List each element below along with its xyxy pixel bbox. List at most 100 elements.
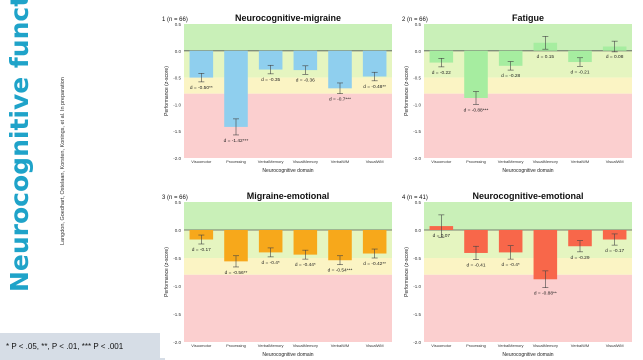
y-tick-label: -1.5	[173, 312, 181, 317]
bar-visualmemory	[533, 230, 558, 280]
data-label: d = -0.88***	[464, 107, 489, 113]
y-tick-label: 0.0	[415, 49, 422, 54]
bar-processing	[464, 230, 488, 253]
panel-label: 1 (n = 66)	[162, 17, 188, 23]
x-axis-label: Neurocognitive domain	[262, 168, 313, 174]
mild-zone	[424, 50, 632, 78]
x-tick-label: Processing	[226, 159, 246, 164]
y-tick-label: -1.5	[173, 129, 181, 134]
bar-verbalwm	[328, 230, 352, 261]
data-label: d = -0.44*	[295, 262, 316, 268]
normal-zone	[424, 24, 632, 51]
data-label: d = -0.41	[466, 263, 485, 269]
y-tick-label: -1.0	[173, 284, 181, 289]
x-axis-label: Neurocognitive domain	[262, 352, 313, 358]
chart-title: Neurocognitive-emotional	[472, 191, 583, 201]
x-tick-label: VerbalMemory	[498, 159, 524, 164]
y-tick-label: -0.5	[173, 76, 181, 81]
y-axis-label: Performance (z-score)	[164, 247, 170, 297]
bar-processing	[224, 230, 248, 262]
bar-verbalwm	[328, 50, 352, 89]
chart-svg: 0.5 0.0 -0.5 -1.0 -1.5 -2.0 Performance (z-sco…	[162, 191, 392, 358]
x-tick-label: VisualWM	[366, 343, 384, 348]
x-tick-label: VisualWM	[606, 343, 624, 348]
footnote-box: * P < .05, **, P < .01, *** P < .001	[0, 333, 165, 360]
chart-svg: 0.5 0.0 -0.5 -1.0 -1.5 -2.0 Performance (z-sco…	[402, 191, 632, 358]
x-tick-label: VerbalWM	[571, 343, 589, 348]
x-tick-label: VisualMemory	[533, 343, 558, 348]
bar-visualwm	[362, 50, 387, 77]
y-tick-label: -2.0	[413, 156, 421, 161]
bar-visualmemory	[293, 50, 318, 71]
data-label: d = -0.88**	[534, 291, 557, 297]
normal-zone	[184, 202, 392, 230]
x-tick-label: Visuomotor	[191, 159, 212, 164]
y-tick-label: -1.0	[413, 102, 421, 107]
bar-verbalmemory	[258, 50, 283, 70]
mild-zone	[184, 50, 392, 78]
chart-title: Neurocognitive-migraine	[235, 13, 341, 23]
data-label: d = 0.08	[606, 54, 624, 60]
x-tick-label: VisualWM	[366, 159, 384, 164]
chart-panel-neurocognitive-migraine: 0.5 0.0 -0.5 -1.0 -1.5 -2.0 Performance (z-sco…	[160, 12, 396, 174]
normal-zone	[424, 202, 632, 230]
panel-label: 2 (n = 66)	[402, 17, 428, 23]
y-tick-label: 0.5	[415, 22, 422, 27]
y-tick-label: -2.0	[413, 340, 421, 345]
chart-title: Fatigue	[512, 13, 544, 23]
y-tick-label: -0.5	[173, 256, 181, 261]
x-tick-label: VerbalMemory	[258, 159, 284, 164]
data-label: d = -0.7***	[329, 97, 351, 103]
impaired-zone	[184, 93, 392, 158]
data-label: d = -1.42***	[224, 138, 249, 144]
y-axis-label: Performance (z-score)	[164, 66, 170, 116]
impaired-zone	[184, 274, 392, 342]
bar-verbalmemory	[498, 230, 523, 253]
chart-svg: 0.5 0.0 -0.5 -1.0 -1.5 -2.0 Performance (z-sco…	[402, 13, 632, 174]
x-tick-label: VisualMemory	[533, 159, 558, 164]
moderate-zone	[184, 77, 392, 94]
data-label: d = -0.22	[432, 70, 451, 76]
bar-processing	[464, 50, 488, 98]
x-tick-label: VerbalMemory	[258, 343, 284, 348]
x-tick-label: VisualMemory	[293, 159, 318, 164]
x-tick-label: VerbalMemory	[498, 343, 524, 348]
data-label: d = -0.21	[570, 69, 589, 75]
data-label: d = -0.36	[296, 77, 315, 83]
chart-title: Migraine-emotional	[247, 191, 330, 201]
x-tick-label: Processing	[466, 343, 486, 348]
moderate-zone	[184, 258, 392, 275]
bar-visualmemory	[293, 230, 318, 255]
x-tick-label: VerbalWM	[331, 343, 349, 348]
x-tick-label: Visuomotor	[431, 343, 452, 348]
bar-verbalmemory	[498, 50, 523, 66]
y-tick-label: 0.0	[415, 228, 422, 233]
x-axis-label: Neurocognitive domain	[502, 352, 553, 358]
normal-zone	[184, 24, 392, 51]
y-tick-label: -2.0	[173, 156, 181, 161]
x-axis-label: Neurocognitive domain	[502, 168, 553, 174]
chart-panel-migraine-emotional: 0.5 0.0 -0.5 -1.0 -1.5 -2.0 Performance (z-sco…	[160, 190, 396, 358]
y-tick-label: 0.5	[175, 200, 182, 205]
sidebar-title: Neurocognitive functioning	[5, 0, 34, 292]
data-label: d = -0.4*	[262, 260, 280, 266]
y-tick-label: 0.5	[175, 22, 182, 27]
mild-zone	[184, 230, 392, 258]
bar-processing	[224, 50, 248, 127]
data-label: d = -0.48**	[363, 84, 386, 90]
data-label: d = -0.56**	[225, 270, 248, 276]
y-tick-label: -0.5	[413, 76, 421, 81]
impaired-zone	[424, 274, 632, 342]
y-tick-label: -1.5	[413, 129, 421, 134]
bar-visuomotor	[429, 50, 454, 63]
y-tick-label: -1.0	[413, 284, 421, 289]
bar-verbalwm	[568, 50, 592, 63]
y-tick-label: 0.0	[175, 49, 182, 54]
data-label: d = -0.28	[501, 73, 520, 79]
y-tick-label: -0.5	[413, 256, 421, 261]
data-label: d = -0.4*	[502, 262, 520, 268]
chart-panel-fatigue: 0.5 0.0 -0.5 -1.0 -1.5 -2.0 Performance (z-sco…	[400, 12, 636, 174]
x-tick-label: Visuomotor	[191, 343, 212, 348]
mild-zone	[424, 230, 632, 258]
impaired-zone	[424, 93, 632, 158]
